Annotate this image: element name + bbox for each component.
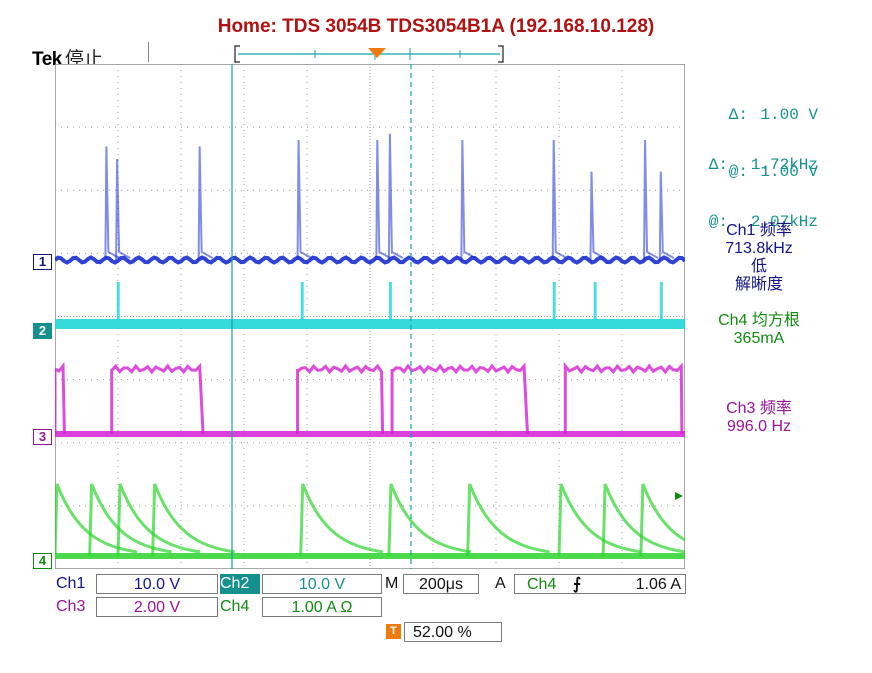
trigger-level-arrow (675, 492, 683, 500)
window-title: Home: TDS 3054B TDS3054B1A (192.168.10.1… (217, 16, 655, 37)
ch4-decay (639, 483, 685, 557)
ch1-spike (658, 171, 675, 261)
ch2-label[interactable]: Ch2 (220, 574, 260, 594)
ch3-trace (55, 431, 685, 437)
ch1-scale[interactable]: 10.0 V (96, 574, 218, 594)
meas-label: Ch1 频率 (726, 222, 792, 239)
ch2-pulse (552, 282, 556, 320)
ch4-decay (88, 483, 172, 557)
ch2-marker[interactable]: 2 (33, 323, 52, 339)
ch4-label[interactable]: Ch4 (220, 598, 250, 615)
ch1-label[interactable]: Ch1 (56, 575, 86, 592)
at-freq-value: 2.07kHz (750, 213, 818, 231)
ch2-pulse (593, 282, 597, 320)
trigger-source: Ch4 (527, 576, 557, 593)
acquisition-label: A (495, 575, 506, 592)
delta-volt-value: 1.00 V (760, 106, 818, 124)
ch1-marker[interactable]: 1 (33, 254, 52, 270)
ch3-pulse (390, 362, 529, 435)
delta-label: Δ: (728, 106, 748, 124)
record-view-bar (234, 45, 504, 63)
delta-freq-value: 1.72kHz (750, 156, 818, 174)
meas-label: Ch3 频率 (726, 400, 792, 417)
ch4-decay (557, 483, 642, 557)
ch3-marker[interactable]: 3 (33, 429, 52, 445)
ch1-spike (104, 146, 120, 261)
ch2-pulse (300, 282, 304, 320)
ch4-decay (387, 483, 472, 557)
ch1-spike (115, 158, 131, 261)
meas-value: 365mA (733, 330, 785, 347)
cursor-voltage-readout: Δ: 1.00 V @: 1.00 V (688, 68, 818, 201)
ch4-decay (55, 483, 138, 557)
ch1-spike (375, 140, 391, 261)
ch3-pulse (296, 363, 385, 435)
ch4-decay (116, 483, 201, 557)
trigger-position-icon: T (386, 624, 401, 639)
ch3-scale[interactable]: 2.00 V (96, 597, 218, 617)
ch4-marker[interactable]: 4 (33, 553, 52, 569)
ch3-pulse (563, 361, 684, 435)
trigger-position-value[interactable]: 52.00 % (404, 622, 502, 642)
ch4-decay (151, 483, 235, 557)
meas-note: 低 (750, 258, 767, 275)
divider (148, 42, 149, 62)
at-volt-value: 1.00 V (760, 163, 818, 181)
ch1-spike (551, 140, 568, 261)
ch1-spike (460, 140, 476, 261)
meas-value: 996.0 Hz (726, 418, 792, 435)
ch3-pulse (110, 362, 205, 435)
scope-graticule (55, 64, 685, 569)
ch1-spike (296, 140, 313, 261)
ch4-decay (601, 483, 685, 557)
ch2-trace (55, 319, 685, 329)
ch1-spike (589, 171, 605, 261)
ch4-decay (466, 483, 550, 557)
meas-label: Ch4 均方根 (718, 312, 800, 329)
at-label: @: (708, 213, 728, 231)
ch3-label[interactable]: Ch3 (56, 598, 86, 615)
cursor-frequency-readout: Δ: 1.72kHz @: 2.07kHz (688, 118, 818, 251)
trigger-level: 1.06 A (635, 576, 681, 593)
measurement-ch4-rms: Ch4 均方根 365mA (696, 312, 822, 348)
ch2-pulse (659, 282, 663, 320)
meas-value: 713.8kHz (725, 240, 793, 257)
at-label: @: (728, 163, 748, 181)
ch1-spike (643, 140, 659, 261)
ch4-trace (55, 553, 685, 559)
ch1-trace (55, 255, 685, 265)
delta-label: Δ: (708, 156, 728, 174)
timebase-label: M (385, 575, 399, 592)
ch4-scale[interactable]: 1.00 A Ω (262, 597, 382, 617)
measurement-ch3-frequency: Ch3 频率 996.0 Hz (700, 400, 818, 436)
ch1-spike (197, 146, 214, 261)
ch4-decay (299, 483, 383, 557)
trigger-settings[interactable]: Ch4 ⨍ 1.06 A (514, 574, 686, 594)
measurement-ch1-frequency: Ch1 频率 713.8kHz 低 解晰度 (700, 222, 818, 294)
ch2-pulse (116, 282, 120, 320)
ch2-scale[interactable]: 10.0 V (262, 574, 382, 594)
meas-note: 解晰度 (734, 276, 783, 293)
trigger-slope-icon: ⨍ (572, 576, 582, 593)
ch3-pulse (55, 361, 66, 435)
ch1-spike (387, 133, 404, 261)
ch2-pulse (388, 282, 392, 320)
timebase-value[interactable]: 200μs (403, 574, 479, 594)
